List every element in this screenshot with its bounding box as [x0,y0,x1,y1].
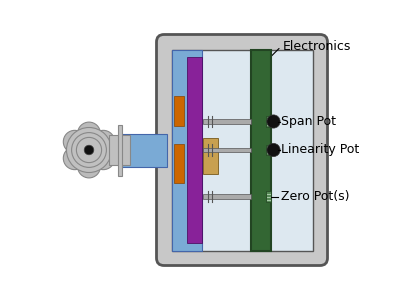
Text: Span Pot: Span Pot [281,115,336,128]
Bar [174,96,184,126]
Circle shape [84,145,94,155]
Circle shape [267,143,280,157]
Bar [203,119,251,124]
Bar [203,138,218,174]
Circle shape [72,133,106,167]
Bar [120,134,167,166]
Bar [172,50,202,250]
Bar [186,57,202,243]
Bar [266,191,270,202]
Bar [266,116,270,127]
Circle shape [63,147,86,170]
Bar [118,124,122,176]
Bar [174,144,184,183]
Text: Electronics: Electronics [282,40,351,53]
Bar [172,50,312,250]
Circle shape [92,147,115,170]
Text: Linearity Pot: Linearity Pot [281,143,359,157]
Text: Zero Pot(s): Zero Pot(s) [281,190,350,203]
Circle shape [66,128,112,172]
Bar [266,145,270,155]
FancyBboxPatch shape [156,34,328,266]
Circle shape [63,130,86,153]
Bar [251,50,270,250]
Circle shape [78,155,100,178]
Circle shape [92,130,115,153]
Bar [108,135,130,165]
Circle shape [267,115,280,128]
Circle shape [76,137,102,163]
Circle shape [78,122,100,145]
Bar [203,148,251,152]
Bar [203,194,251,199]
